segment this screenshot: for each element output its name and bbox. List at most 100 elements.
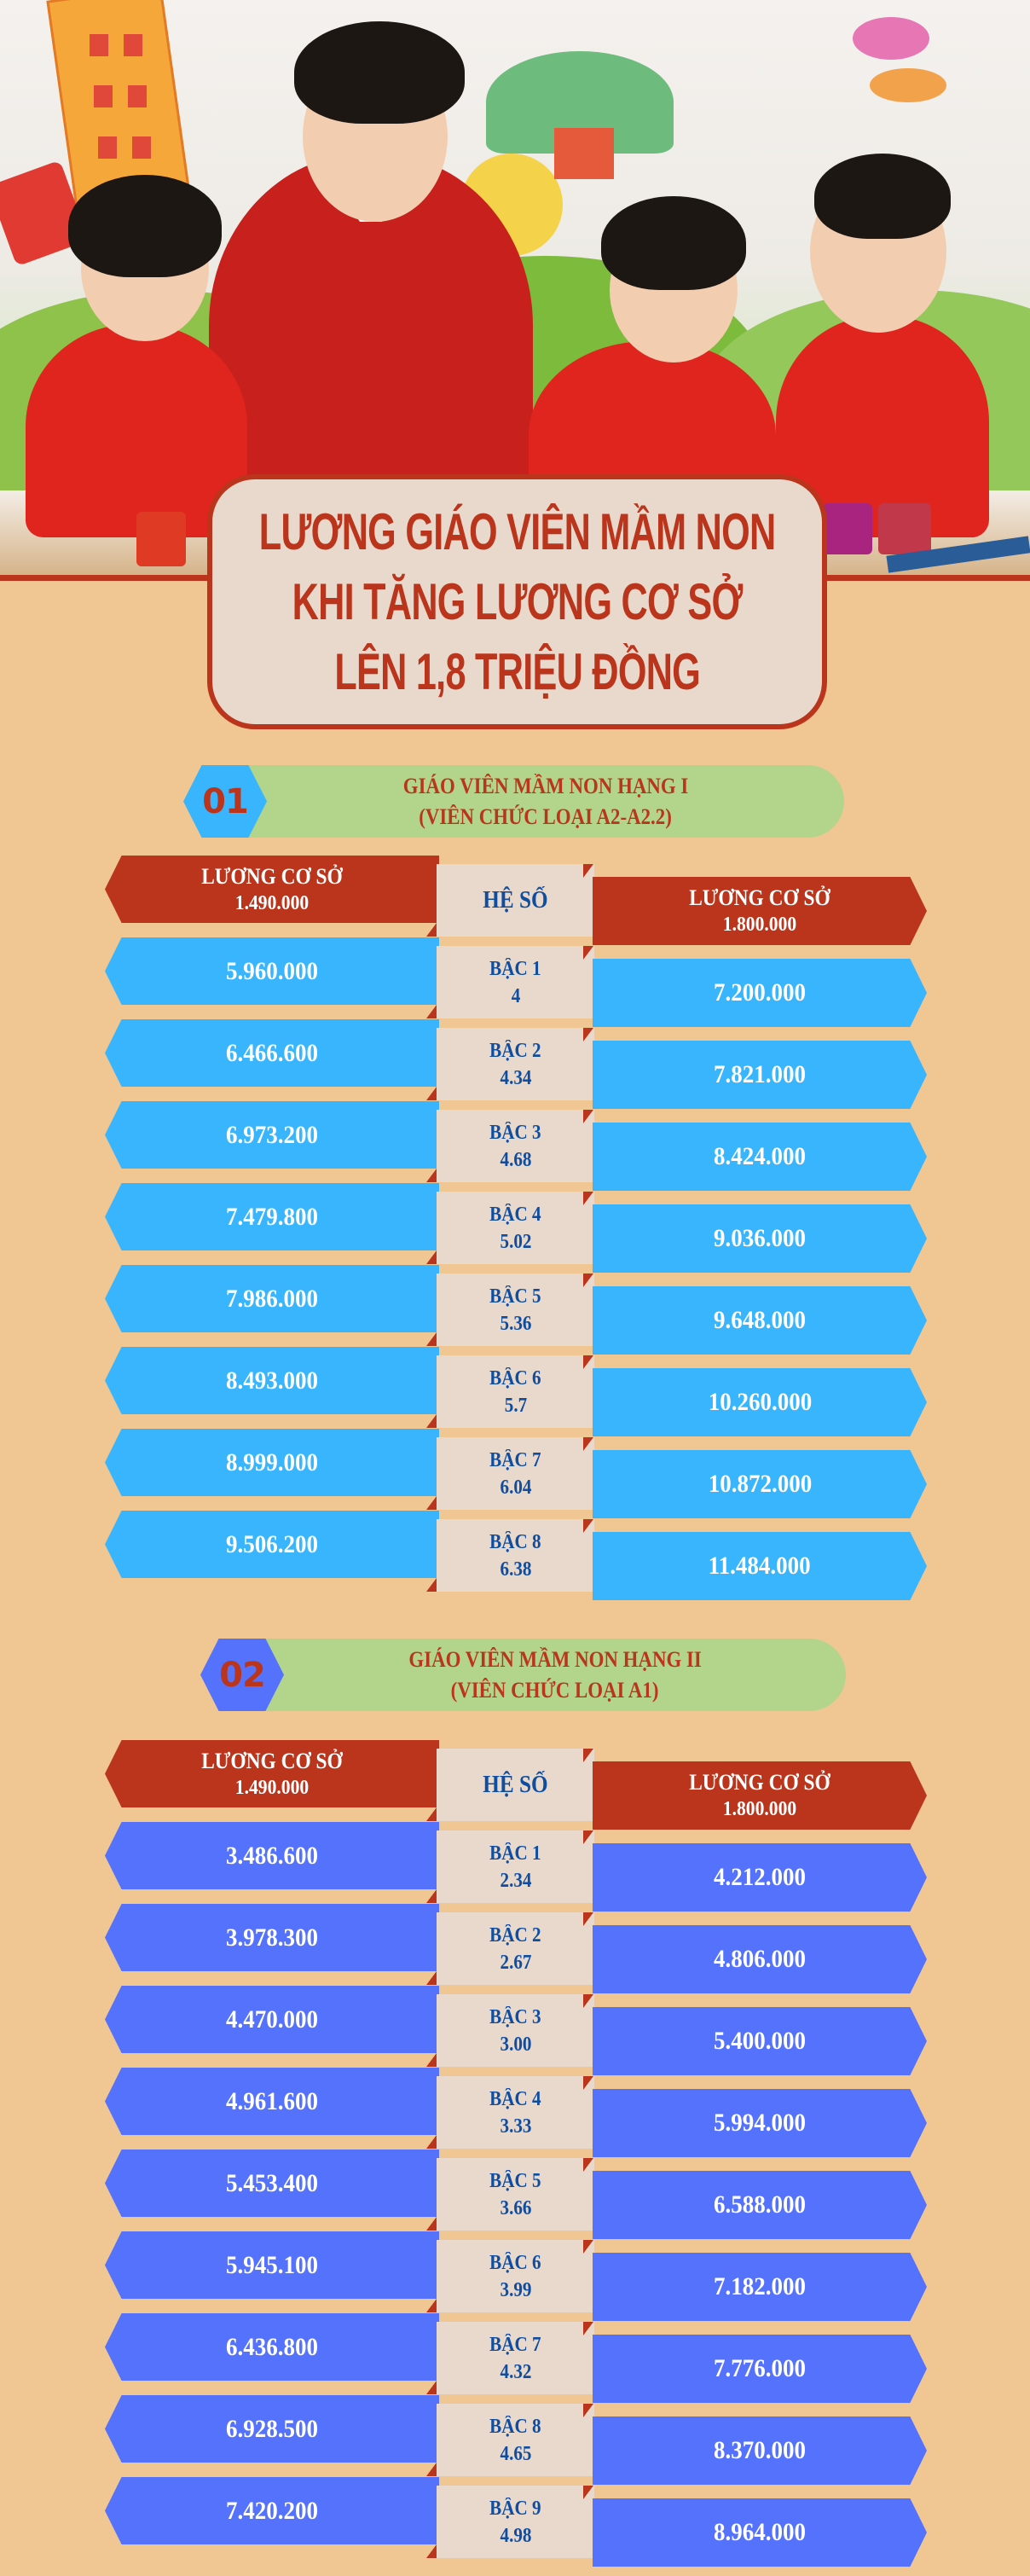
grade: BẬC 9	[489, 2497, 541, 2520]
fold-corner	[426, 1414, 437, 1428]
old-salary: 3.486.600	[226, 1841, 318, 1870]
old-salary: 5.945.100	[226, 2250, 318, 2279]
page-title-line-3: LÊN 1,8 TRIỆU ĐỒNG	[334, 642, 700, 700]
grade: BẬC 1	[489, 1842, 541, 1865]
grade-cell: BẬC 5 5.36	[437, 1273, 594, 1346]
coefficient: 2.67	[500, 1951, 531, 1974]
fold-corner	[426, 2381, 437, 2394]
fold-corner	[426, 1496, 437, 1510]
grade-cell: BẬC 2 2.67	[437, 1912, 594, 1985]
new-salary-cell: 7.776.000	[593, 2335, 927, 2403]
old-salary: 4.961.600	[226, 2086, 318, 2115]
coefficient: 5.7	[504, 1394, 527, 1417]
old-salary: 3.978.300	[226, 1923, 318, 1952]
new-salary-cell: 7.821.000	[593, 1041, 927, 1109]
paint-jar	[878, 503, 931, 554]
grade: BẬC 8	[489, 1530, 541, 1553]
s2-header-new-base: LƯƠNG CƠ SỞ 1.800.000	[593, 1761, 927, 1830]
grade-cell: BẬC 4 3.33	[437, 2076, 594, 2149]
fold-corner	[426, 1005, 437, 1018]
grade: BẬC 3	[489, 2005, 541, 2028]
s1-header-old-base: LƯƠNG CƠ SỞ 1.490.000	[105, 856, 439, 923]
new-salary-cell: 7.182.000	[593, 2253, 927, 2321]
fold-corner	[426, 2544, 437, 2558]
new-salary-cell: 8.370.000	[593, 2416, 927, 2485]
fold-corner	[426, 2053, 437, 2067]
grade: BẬC 5	[489, 2169, 541, 2192]
s2-header-coef: HỆ SỐ	[437, 1749, 594, 1821]
fold-corner	[426, 1971, 437, 1985]
grade: BẬC 3	[489, 1121, 541, 1144]
new-salary: 4.212.000	[714, 1863, 806, 1891]
old-salary-cell: 5.945.100	[105, 2231, 439, 2299]
mural-bird	[870, 68, 946, 102]
fold-corner	[426, 1250, 437, 1264]
fold-corner	[426, 1578, 437, 1592]
section-1-subtitle: (VIÊN CHỨC LOẠI A2-A2.2)	[419, 804, 673, 829]
grade: BẬC 2	[489, 1039, 541, 1062]
new-salary: 11.484.000	[708, 1552, 812, 1580]
new-salary-cell: 10.260.000	[593, 1368, 927, 1436]
paint-jar	[136, 512, 186, 566]
grade: BẬC 7	[489, 2333, 541, 2356]
coefficient: 3.66	[500, 2196, 531, 2219]
grade-cell: BẬC 1 2.34	[437, 1830, 594, 1903]
new-salary: 7.200.000	[714, 978, 806, 1007]
old-salary-cell: 6.973.200	[105, 1101, 439, 1169]
header-value: 1.490.000	[234, 891, 310, 914]
section-2-title: GIÁO VIÊN MẦM NON HẠNG II	[408, 1646, 702, 1672]
grade-cell: BẬC 6 5.7	[437, 1355, 594, 1428]
grade-cell: BẬC 7 6.04	[437, 1437, 594, 1510]
new-salary-cell: 4.212.000	[593, 1843, 927, 1912]
section-1-title: GIÁO VIÊN MẦM NON HẠNG I	[402, 773, 689, 798]
teacher-hair	[294, 21, 465, 124]
grade-cell: BẬC 8 6.38	[437, 1519, 594, 1592]
old-salary: 6.466.600	[226, 1038, 318, 1067]
new-salary-cell: 6.588.000	[593, 2171, 927, 2239]
old-salary-cell: 9.506.200	[105, 1511, 439, 1578]
old-salary: 5.453.400	[226, 2168, 318, 2197]
section-2-subtitle: (VIÊN CHỨC LOẠI A1)	[451, 1677, 659, 1703]
mural-window	[98, 136, 117, 159]
s1-header-new-base: LƯƠNG CƠ SỞ 1.800.000	[593, 877, 927, 945]
s2-header-old-base: LƯƠNG CƠ SỞ 1.490.000	[105, 1740, 439, 1807]
old-salary: 9.506.200	[226, 1529, 318, 1558]
fold-corner	[426, 1889, 437, 1903]
new-salary-cell: 10.872.000	[593, 1450, 927, 1518]
coefficient: 5.02	[500, 1230, 531, 1253]
coefficient: 4	[511, 984, 520, 1007]
s1-header-coef: HỆ SỐ	[437, 864, 594, 937]
old-salary-cell: 7.420.200	[105, 2477, 439, 2544]
header-value: 1.490.000	[234, 1776, 310, 1799]
old-salary-cell: 7.986.000	[105, 1265, 439, 1332]
mural-house	[554, 128, 614, 179]
grade: BẬC 8	[489, 2415, 541, 2438]
new-salary: 8.964.000	[714, 2518, 806, 2546]
child-hair	[68, 175, 222, 277]
grade-cell: BẬC 7 4.32	[437, 2322, 594, 2394]
coefficient: 3.33	[500, 2115, 531, 2138]
fold-corner	[426, 2217, 437, 2231]
new-salary-cell: 7.200.000	[593, 959, 927, 1027]
new-salary-cell: 8.964.000	[593, 2498, 927, 2567]
old-salary-cell: 6.928.500	[105, 2395, 439, 2463]
new-salary: 5.400.000	[714, 2027, 806, 2055]
grade-cell: BẬC 3 4.68	[437, 1110, 594, 1182]
fold-corner	[426, 1332, 437, 1346]
paint-jar	[823, 503, 872, 554]
new-salary: 8.370.000	[714, 2436, 806, 2464]
new-salary: 10.872.000	[708, 1470, 812, 1498]
new-salary-cell: 8.424.000	[593, 1123, 927, 1191]
section-2-header: GIÁO VIÊN MẦM NON HẠNG II (VIÊN CHỨC LOẠ…	[264, 1639, 846, 1711]
old-salary-cell: 8.999.000	[105, 1429, 439, 1496]
grade: BẬC 6	[489, 1366, 541, 1390]
new-salary-cell: 5.400.000	[593, 2007, 927, 2075]
fold-corner	[426, 923, 437, 937]
grade: BẬC 6	[489, 2251, 541, 2274]
new-salary-cell: 11.484.000	[593, 1532, 927, 1600]
coefficient: 3.00	[500, 2033, 531, 2056]
coefficient: 5.36	[500, 1312, 531, 1335]
old-salary: 8.493.000	[226, 1366, 318, 1395]
grade: BẬC 1	[489, 957, 541, 980]
old-salary-cell: 4.470.000	[105, 1986, 439, 2053]
